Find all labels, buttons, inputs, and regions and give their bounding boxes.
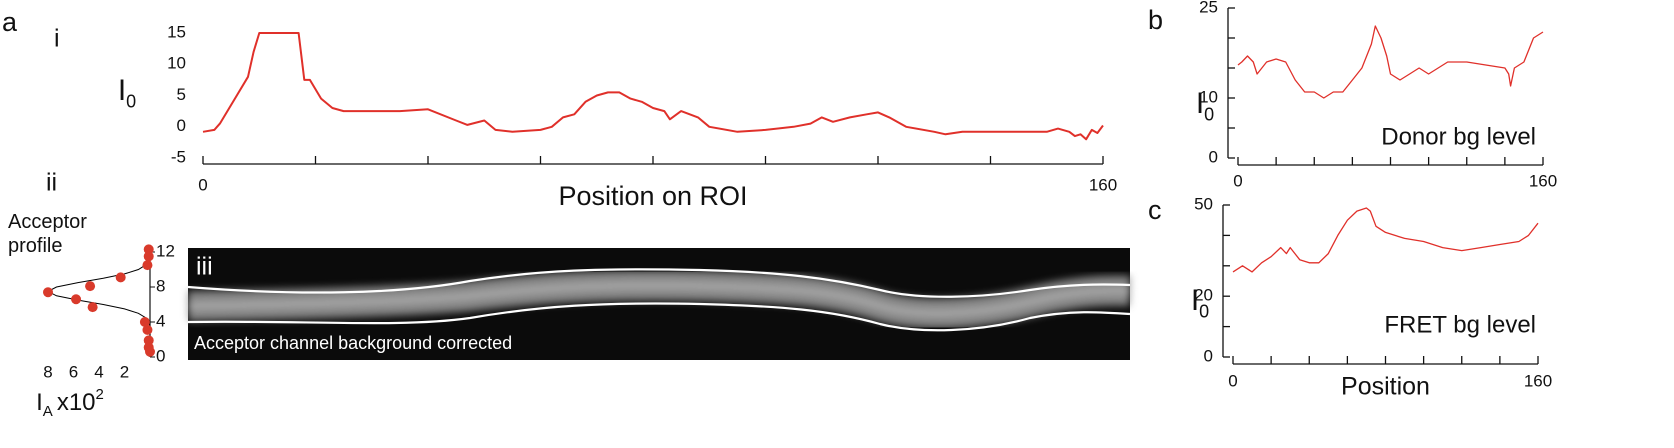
image-core [187, 281, 1131, 318]
y-tick-label: 0 [1204, 346, 1213, 365]
profile-point [87, 302, 98, 313]
y-tick-label: 0 [1209, 147, 1218, 166]
y-tick-label: 5 [177, 85, 186, 104]
panel-label: b [1148, 5, 1163, 35]
y-tick-label: 25 [1199, 0, 1218, 16]
image-panel: iii Acceptor channel background correcte… [187, 248, 1131, 360]
y-tick-label: 10 [1199, 87, 1218, 106]
x-tick-label: 6 [69, 362, 78, 381]
profile-point [143, 251, 154, 262]
x-axis-label: IA x102 [36, 386, 104, 420]
profile-point [139, 317, 150, 327]
figure-label: a [2, 7, 18, 37]
x-tick-label: 0 [198, 175, 207, 194]
x-tick-label: 4 [94, 362, 103, 381]
label-sub: 0 [1199, 301, 1209, 321]
annotation: Donor bg level [1381, 123, 1536, 150]
y-tick-label: 4 [156, 311, 165, 330]
y-tick-label: 15 [167, 22, 186, 41]
label-main: I [1191, 284, 1199, 317]
y-tick-label: 50 [1194, 194, 1213, 213]
x-axis-label: Position on ROI [558, 181, 747, 211]
profile-point [142, 324, 153, 335]
profile-point [143, 244, 154, 255]
label-main: I [1196, 87, 1204, 120]
label-main: I [118, 74, 126, 107]
x-tick-label: 8 [43, 362, 52, 381]
data-line [1232, 207, 1539, 273]
label-sup: 2 [96, 386, 104, 403]
contour-upper [187, 268, 1131, 298]
y-tick-label: 0 [177, 116, 186, 135]
label-sub: A [43, 403, 53, 420]
y-axis-label: I0 [1191, 284, 1209, 321]
profile-point [85, 281, 96, 292]
label-sub: 0 [1204, 104, 1214, 124]
y-tick-label: 10 [167, 54, 186, 73]
x-tick-label: 0 [1233, 171, 1242, 190]
x-tick-label: 0 [1228, 371, 1237, 390]
y-tick-label: -5 [171, 147, 186, 166]
profile-point [71, 294, 82, 305]
fit-curve [46, 252, 151, 357]
y-tick-label: 20 [1194, 286, 1213, 305]
profile-point [142, 260, 153, 271]
x-tick-label: 160 [1529, 171, 1557, 190]
annotation: FRET bg level [1384, 311, 1536, 338]
panel-label: ii [46, 169, 57, 197]
profile-point [115, 272, 126, 283]
panel-label: i [54, 25, 60, 53]
x-tick-label: 2 [120, 362, 129, 381]
panel-label: c [1148, 195, 1162, 225]
data-line [202, 32, 1104, 141]
profile-title: Acceptor profile [8, 211, 87, 257]
y-tick-label: 12 [156, 241, 175, 260]
x-tick-label: 160 [1089, 175, 1117, 194]
x-axis-label: Position [1341, 373, 1430, 401]
y-tick-label: 8 [156, 276, 165, 295]
y-axis-label: I0 [1196, 87, 1214, 124]
y-tick-label: 0 [156, 346, 165, 365]
profile-point [145, 346, 155, 357]
panel-label: iii [196, 253, 213, 281]
profile-point [143, 335, 154, 346]
contour-lower [187, 302, 1131, 332]
label-sub: 0 [126, 91, 136, 111]
x-tick-label: 160 [1524, 371, 1552, 390]
y-axis-label: I0 [118, 74, 136, 111]
profile-point [43, 287, 53, 298]
label-main: I [36, 389, 43, 416]
image-caption: Acceptor channel background corrected [194, 333, 512, 353]
data-line [1237, 25, 1544, 99]
label-rest: x10 [57, 389, 96, 416]
